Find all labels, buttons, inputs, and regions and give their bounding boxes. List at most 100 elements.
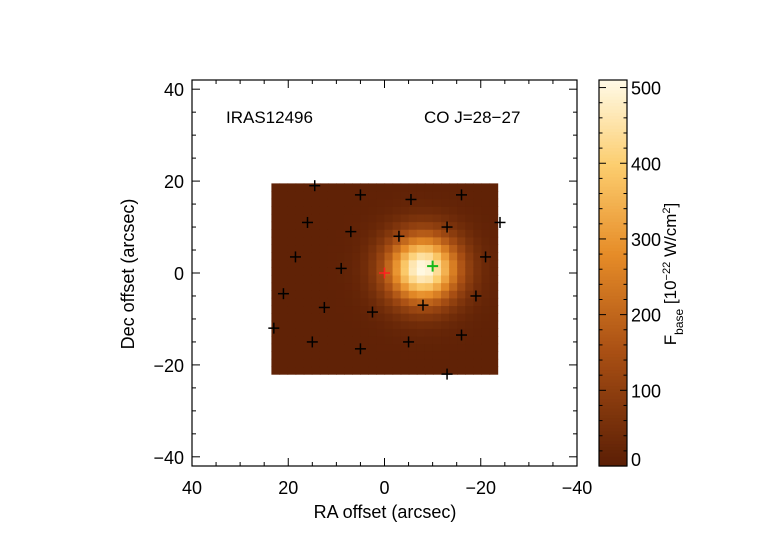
map-pixel — [449, 297, 458, 307]
map-pixel — [400, 191, 410, 200]
map-pixel — [449, 351, 458, 360]
map-pixel — [400, 290, 410, 299]
map-pixel — [376, 343, 386, 352]
map-pixel — [287, 267, 297, 276]
colorbar-segment — [599, 269, 627, 274]
map-pixel — [295, 267, 305, 276]
map-pixel — [279, 244, 289, 253]
map-pixel — [384, 320, 394, 329]
colorbar-segment — [599, 449, 627, 454]
spaxel-marker — [289, 251, 301, 263]
map-pixel — [376, 183, 386, 192]
map-pixel — [473, 236, 483, 246]
map-pixel — [352, 366, 361, 375]
map-pixel — [352, 221, 361, 230]
spaxel-marker — [354, 189, 366, 201]
colorbar-segment — [599, 359, 627, 364]
map-pixel — [336, 343, 345, 352]
y-tick-label: 40 — [164, 80, 184, 100]
map-pixel — [473, 229, 483, 238]
map-pixel — [384, 183, 394, 192]
map-pixel — [400, 213, 410, 223]
map-pixel — [327, 191, 337, 200]
map-pixel — [400, 229, 410, 238]
map-pixel — [432, 206, 442, 215]
map-pixel — [279, 282, 289, 291]
map-pixel — [432, 252, 442, 261]
map-pixel — [432, 366, 442, 375]
map-pixel — [271, 183, 281, 192]
map-pixel — [400, 313, 410, 322]
colorbar-segment — [599, 260, 627, 264]
map-pixel — [384, 191, 394, 200]
map-pixel — [368, 297, 378, 307]
map-pixel — [303, 252, 313, 261]
map-pixel — [295, 366, 305, 375]
map-pixel — [384, 259, 394, 268]
map-pixel — [376, 213, 386, 223]
map-pixel — [481, 229, 491, 238]
map-pixel — [400, 328, 410, 337]
map-pixel — [279, 305, 289, 314]
colorbar-segment — [599, 115, 627, 120]
map-pixel — [344, 259, 353, 268]
map-pixel — [303, 198, 313, 207]
colorbar-segment — [599, 456, 627, 461]
map-pixel — [392, 206, 402, 215]
map-pixel — [400, 343, 410, 352]
map-pixel — [465, 313, 474, 322]
map-pixel — [327, 267, 337, 276]
map-pixel — [344, 366, 353, 375]
map-pixel — [279, 351, 289, 360]
map-pixel — [287, 335, 297, 345]
map-pixel — [376, 320, 386, 329]
spaxel-marker — [470, 290, 482, 302]
map-pixel — [319, 213, 329, 223]
colorbar-tick-label: 300 — [631, 230, 661, 250]
map-pixel — [287, 305, 297, 314]
map-pixel — [295, 313, 305, 322]
map-pixel — [360, 366, 369, 375]
colorbar-segment — [599, 266, 627, 271]
map-pixel — [344, 343, 353, 352]
colorbar-segment — [599, 186, 627, 190]
map-pixel — [408, 351, 418, 360]
map-pixel — [336, 305, 345, 314]
map-pixel — [279, 313, 289, 322]
map-pixel — [384, 206, 394, 215]
map-pixel — [432, 343, 442, 352]
map-pixel — [408, 236, 418, 246]
map-pixel — [336, 221, 345, 230]
map-pixel — [271, 274, 281, 284]
map-pixel — [295, 191, 305, 200]
colorbar-segment — [599, 234, 627, 239]
map-pixel — [449, 198, 458, 207]
map-pixel — [327, 290, 337, 299]
map-pixel — [465, 252, 474, 261]
map-pixel — [392, 221, 402, 230]
map-pixel — [481, 297, 491, 307]
map-pixel — [311, 267, 321, 276]
map-pixel — [368, 221, 378, 230]
map-pixel — [287, 183, 297, 192]
map-pixel — [416, 183, 426, 192]
map-pixel — [473, 290, 483, 299]
map-pixel — [279, 206, 289, 215]
colorbar-segment — [599, 96, 627, 100]
map-pixel — [279, 335, 289, 345]
map-pixel — [271, 191, 281, 200]
map-pixel — [408, 252, 418, 261]
colorbar-segment — [599, 137, 627, 142]
map-pixel — [408, 328, 418, 337]
map-pixel — [336, 320, 345, 329]
map-pixel — [465, 229, 474, 238]
colorbar-segment — [599, 105, 627, 110]
map-pixel — [489, 290, 499, 299]
map-pixel — [457, 290, 466, 299]
map-pixel — [287, 198, 297, 207]
colorbar-segment — [599, 189, 627, 194]
map-pixel — [344, 183, 353, 192]
map-pixel — [473, 366, 483, 375]
map-pixel — [465, 274, 474, 284]
map-pixel — [327, 358, 337, 368]
